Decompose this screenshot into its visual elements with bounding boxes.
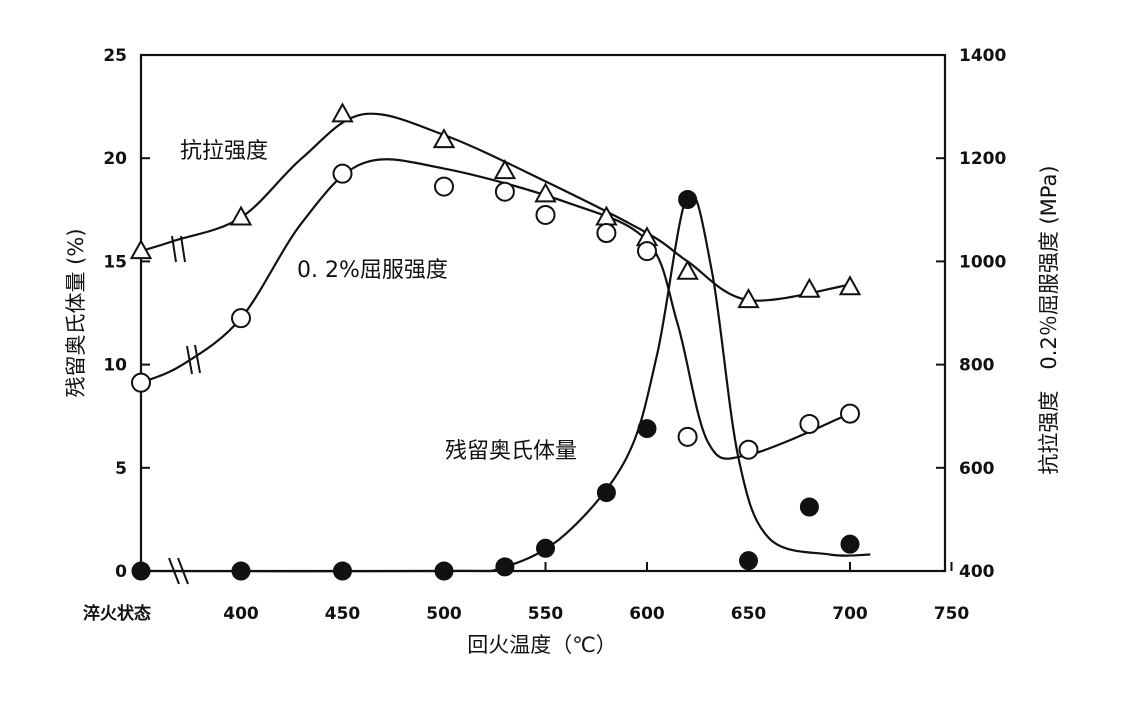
- retained-austenite-point: [434, 561, 454, 581]
- y-left-axis-title: 残留奥氏体量 (%): [64, 228, 88, 397]
- retained-austenite-point: [131, 561, 151, 581]
- x-tick-label: 650: [731, 604, 767, 624]
- yield-strength-point: [231, 308, 251, 329]
- yield-strength-point: [677, 426, 698, 447]
- y-right-tick-label: 600: [959, 459, 995, 479]
- retained-austenite-point: [637, 419, 657, 439]
- y-left-tick-label: 20: [103, 149, 127, 169]
- retained-austenite-point: [840, 534, 860, 554]
- yield-strength-point: [535, 204, 556, 225]
- label-tensile-strength: 抗拉强度: [180, 139, 268, 164]
- x-tick-label: 550: [528, 604, 564, 624]
- tensile-strength-point: [229, 205, 253, 226]
- x-tick-label: 450: [325, 604, 361, 624]
- tensile-strength-point: [798, 277, 821, 298]
- y-right-tick-label: 1000: [959, 252, 1006, 272]
- x-axis-title: 回火温度（℃）: [467, 633, 617, 657]
- tensile-strength-point: [432, 128, 456, 149]
- tensile-strength-point: [676, 259, 699, 280]
- y-left-tick-label: 0: [115, 562, 127, 582]
- x-tick-label: 500: [426, 604, 462, 624]
- yield-strength-point: [738, 439, 759, 460]
- x-tick-label: 750: [934, 604, 970, 624]
- retained-austenite-point: [495, 557, 515, 577]
- tensile-strength-point: [331, 102, 354, 123]
- x-tick-label: 淬火状态: [83, 603, 151, 624]
- yield-strength-point: [799, 413, 820, 434]
- retained-austenite-point: [739, 551, 758, 571]
- y-right-tick-label: 400: [959, 562, 995, 582]
- yield-strength-curve: [140, 158, 851, 460]
- plot-frame: [139, 53, 947, 573]
- y-right-tick-label: 800: [959, 356, 995, 376]
- retained-austenite-point: [333, 561, 352, 581]
- x-tick-label: 600: [629, 604, 665, 624]
- retained-austenite-point: [596, 483, 616, 503]
- yield-strength-point: [494, 181, 515, 202]
- tensile-strength-point: [737, 288, 760, 309]
- y-left-tick-label: 25: [103, 46, 127, 66]
- retained-austenite-point: [799, 497, 819, 517]
- y-left-tick-label: 15: [103, 252, 127, 272]
- y-left-tick-label: 5: [115, 459, 127, 479]
- retained-austenite-curve: [140, 191, 871, 573]
- yield-strength-point: [840, 403, 860, 424]
- retained-austenite-point: [231, 561, 251, 581]
- yield-strength-point: [434, 176, 454, 197]
- label-retained-austenite: 残留奥氏体量: [445, 439, 577, 464]
- yield-strength-point: [332, 163, 353, 184]
- yield-strength-point: [131, 372, 151, 393]
- y-right-tick-label: 1400: [959, 46, 1006, 66]
- retained-austenite-point: [678, 189, 698, 209]
- y-right-tick-label: 1200: [959, 149, 1006, 169]
- yield-strength-point: [596, 223, 617, 244]
- label-yield-strength: 0. 2%屈服强度: [297, 258, 448, 283]
- x-tick-label: 700: [832, 604, 868, 624]
- tensile-strength-point: [129, 239, 153, 260]
- retained-austenite-point: [536, 538, 555, 558]
- tensile-strength-point: [534, 182, 557, 203]
- y-right-axis-title: 抗拉强度 0.2％屈服强度 (MPa): [1037, 165, 1061, 474]
- tensile-strength-point: [838, 275, 862, 296]
- y-left-tick-label: 10: [103, 356, 127, 376]
- x-tick-label: 400: [223, 604, 259, 624]
- yield-strength-point: [637, 241, 657, 262]
- tensile-strength-point: [493, 159, 517, 180]
